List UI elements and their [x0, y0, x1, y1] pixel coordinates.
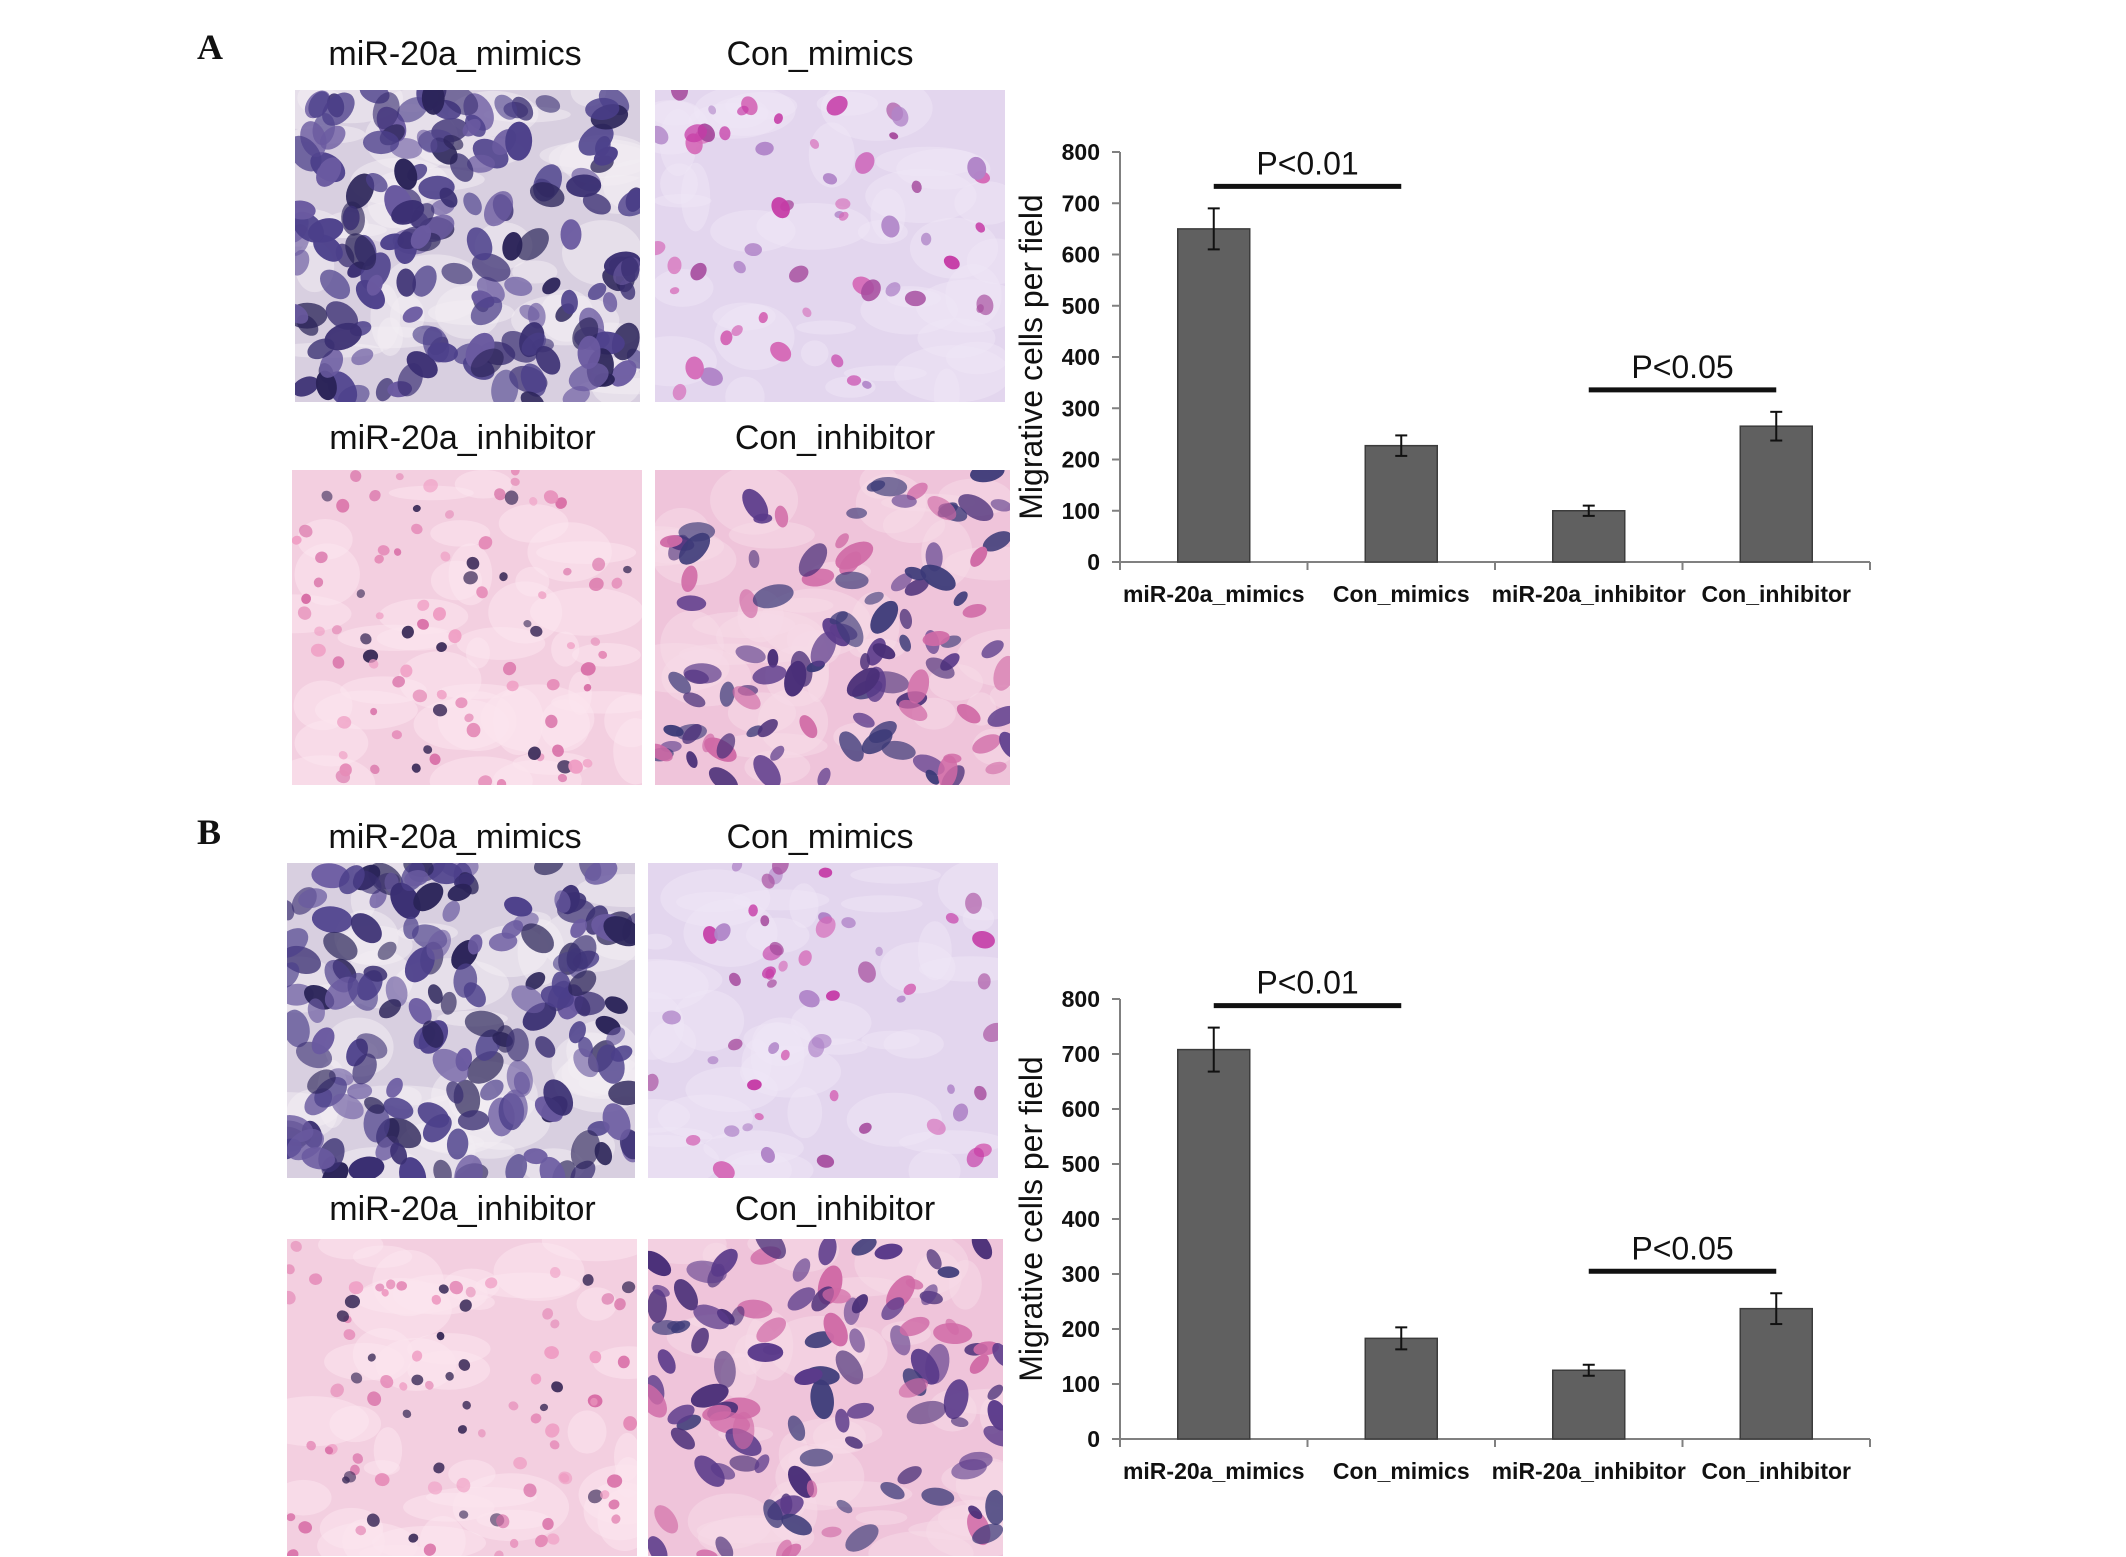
y-tick-label: 400	[1062, 344, 1100, 370]
micrograph-image	[655, 90, 1005, 402]
category-label: Con_mimics	[1333, 581, 1470, 607]
panel-letter: A	[197, 27, 223, 67]
bar-chart: 0 100 200 300 400 500 600 700 800 miR-20a_mimics C…	[1013, 965, 1871, 1484]
y-tick-label: 300	[1062, 1261, 1100, 1287]
bar	[1364, 444, 1438, 563]
bar-chart: 0 100 200 300 400 500 600 700 800 miR-20a_mimics C…	[1013, 139, 1871, 607]
micrograph-image	[295, 90, 640, 402]
image-label: miR-20a_mimics	[328, 35, 582, 73]
category-label: Con_mimics	[1333, 1458, 1470, 1484]
y-tick-label: 800	[1062, 139, 1100, 165]
significance-label: P<0.05	[1631, 349, 1733, 385]
y-tick-label: 500	[1062, 293, 1100, 319]
y-tick-label: 600	[1062, 242, 1100, 268]
panel-letter: B	[197, 812, 222, 852]
y-axis-title: Migrative cells per field	[1013, 1056, 1049, 1381]
y-tick-label: 300	[1062, 395, 1100, 421]
y-tick-label: 500	[1062, 1151, 1100, 1177]
y-axis-title: Migrative cells per field	[1013, 194, 1049, 519]
image-label: miR-20a_inhibitor	[329, 419, 596, 457]
y-tick-label: 100	[1062, 498, 1100, 524]
category-label: Con_inhibitor	[1702, 1458, 1852, 1484]
y-tick-label: 800	[1062, 986, 1100, 1012]
micrograph-image	[655, 470, 1010, 785]
significance-label: P<0.01	[1256, 145, 1358, 181]
category-label: miR-20a_inhibitor	[1492, 581, 1686, 607]
y-tick-label: 400	[1062, 1206, 1100, 1232]
bar	[1177, 1048, 1251, 1440]
y-tick-label: 600	[1062, 1096, 1100, 1122]
micrograph-image	[287, 863, 635, 1178]
bar	[1739, 1307, 1813, 1440]
image-label: miR-20a_inhibitor	[329, 1190, 596, 1228]
category-label: Con_inhibitor	[1702, 581, 1852, 607]
category-label: miR-20a_inhibitor	[1492, 1458, 1686, 1484]
category-label: miR-20a_mimics	[1123, 581, 1305, 607]
micrograph-image	[292, 470, 642, 785]
significance-label: P<0.01	[1256, 965, 1358, 1001]
image-label: miR-20a_mimics	[328, 818, 582, 856]
y-tick-label: 0	[1087, 549, 1100, 575]
y-tick-label: 700	[1062, 190, 1100, 216]
y-tick-label: 0	[1087, 1426, 1100, 1452]
significance-label: P<0.05	[1631, 1230, 1733, 1266]
image-label: Con_inhibitor	[734, 1190, 936, 1228]
bar	[1364, 1337, 1438, 1440]
bar	[1739, 425, 1813, 563]
image-label: Con_inhibitor	[734, 419, 936, 457]
y-tick-label: 100	[1062, 1371, 1100, 1397]
y-tick-label: 200	[1062, 447, 1100, 473]
micrograph-image	[648, 1239, 1003, 1556]
image-label: Con_mimics	[726, 35, 914, 73]
micrograph-image	[287, 1239, 637, 1556]
bar	[1552, 1369, 1626, 1440]
micrograph-image	[648, 863, 998, 1178]
category-label: miR-20a_mimics	[1123, 1458, 1305, 1484]
y-tick-label: 200	[1062, 1316, 1100, 1342]
image-label: Con_mimics	[726, 818, 914, 856]
bar	[1177, 228, 1251, 563]
y-tick-label: 700	[1062, 1041, 1100, 1067]
bar	[1552, 510, 1626, 563]
figure-panel-a: A miR-20a_mimics Con_mimics miR-20a_inhi…	[0, 0, 2126, 785]
figure-panel-b: B miR-20a_mimics Con_mimics miR-20a_inhi…	[0, 779, 2126, 1557]
